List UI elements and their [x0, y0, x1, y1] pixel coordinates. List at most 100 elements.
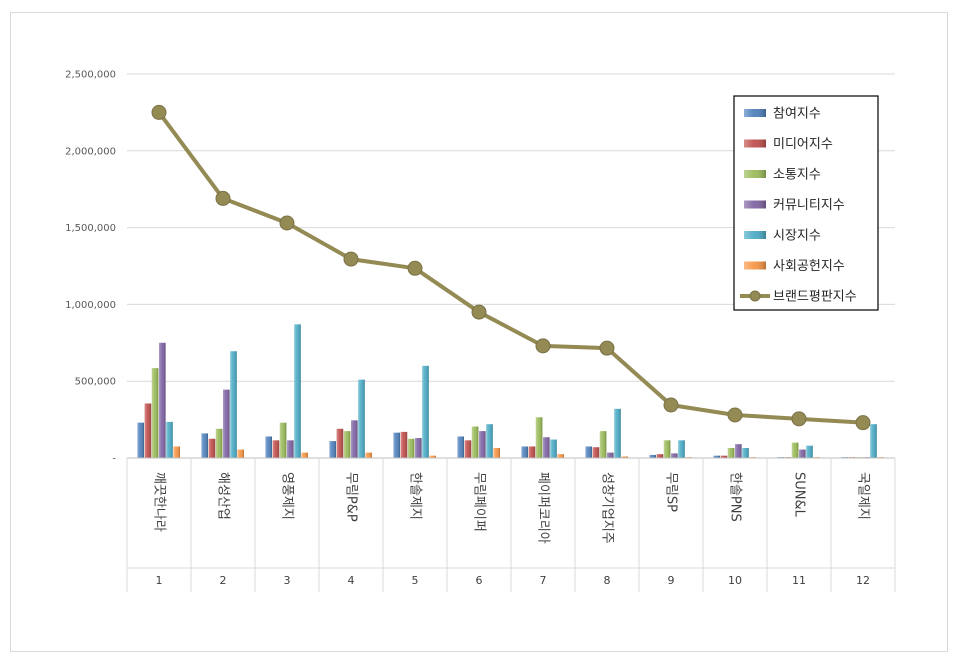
- bar-shade: [230, 351, 237, 458]
- bar-shade: [201, 433, 208, 458]
- bar-shade: [215, 428, 223, 458]
- bar-shade: [621, 456, 628, 458]
- point-브랜드평판지수-한솔제지: [407, 260, 423, 276]
- legend-swatch-shade: [744, 231, 766, 239]
- line-브랜드평판지수: [157, 111, 864, 425]
- y-tick-label: 500,000: [75, 377, 116, 388]
- bar-shade: [208, 438, 216, 458]
- legend-label: 브랜드평판지수: [773, 290, 857, 305]
- category-label: 무림페이퍼: [472, 472, 487, 532]
- bar-shade: [301, 452, 308, 458]
- brand-index-line: [151, 104, 871, 431]
- bar-shade: [329, 441, 336, 458]
- bar-shade: [279, 422, 287, 458]
- legend-label: 소통지수: [773, 168, 821, 183]
- rank-label: 8: [604, 574, 611, 587]
- rank-label: 2: [220, 574, 227, 587]
- point-브랜드평판지수-영풍제지: [279, 215, 295, 231]
- bar-shade: [663, 440, 671, 458]
- category-label: 깨끗한나라: [152, 472, 167, 532]
- bar-shade: [223, 389, 230, 458]
- rank-label: 5: [412, 574, 419, 587]
- bar-shade: [521, 446, 528, 458]
- bar-shade: [791, 442, 799, 458]
- bar-shade: [173, 446, 180, 458]
- legend-swatch-shade: [744, 200, 766, 209]
- category-label: 무림SP: [664, 472, 679, 512]
- legend-label: 커뮤니티지수: [773, 198, 845, 213]
- bar-shade: [535, 417, 543, 458]
- bar-shade: [543, 437, 550, 458]
- bar-shade: [557, 454, 564, 458]
- rank-label: 10: [728, 574, 742, 587]
- category-label: 성창기업지주: [600, 472, 615, 544]
- bar-shade: [351, 420, 358, 458]
- y-axis-ticks: - 500,000 1,000,000 1,500,000 2,000,000 2,500…: [65, 70, 116, 465]
- bar-shade: [806, 445, 813, 458]
- bar-shade: [358, 379, 365, 458]
- point-브랜드평판지수-SUN&L: [791, 411, 807, 427]
- point-브랜드평판지수-페이퍼코리아: [535, 338, 551, 354]
- legend-label: 참여지수: [773, 107, 821, 122]
- legend-label: 사회공헌지수: [773, 259, 845, 274]
- point-브랜드평판지수-국일제지: [855, 415, 871, 431]
- rank-label: 6: [476, 574, 483, 587]
- point-브랜드평판지수-한솔PNS: [727, 407, 743, 423]
- bar-shade: [422, 365, 429, 458]
- bar-shade: [471, 426, 479, 458]
- bar-shade: [287, 440, 294, 458]
- point-브랜드평판지수-해성산업: [215, 190, 231, 206]
- bar-shade: [407, 438, 415, 458]
- bar-shade: [272, 440, 280, 458]
- y-tick-label: 1,000,000: [65, 300, 116, 311]
- point-브랜드평판지수-깨끗한나라: [151, 104, 167, 120]
- bar-shade: [678, 440, 685, 458]
- bar-shade: [415, 438, 422, 458]
- bar-shade: [237, 449, 244, 458]
- rank-label: 12: [856, 574, 870, 587]
- category-label: SUN&L: [792, 472, 807, 518]
- category-label: 페이퍼코리아: [536, 472, 551, 544]
- bar-shade: [137, 422, 144, 458]
- category-label: 영풍제지: [280, 472, 295, 520]
- category-label: 무림P&P: [344, 472, 359, 522]
- bar-shade: [656, 454, 664, 458]
- category-label: 한솔PNS: [728, 472, 743, 522]
- point-브랜드평판지수-무림SP: [663, 397, 679, 413]
- rank-label: 4: [348, 574, 355, 587]
- rank-label: 3: [284, 574, 291, 587]
- y-tick-label: 2,500,000: [65, 70, 116, 81]
- legend-marker: [749, 290, 761, 302]
- y-tick-label: 2,000,000: [65, 146, 116, 157]
- bar-shade: [457, 436, 464, 458]
- bar-shade: [429, 455, 436, 458]
- bar-shade: [144, 403, 152, 458]
- legend-swatch-shade: [744, 109, 766, 117]
- bar-shade: [671, 453, 678, 458]
- bar-shade: [799, 449, 806, 458]
- bar-shade: [713, 455, 720, 458]
- bar-shade: [870, 424, 877, 458]
- bar-shade: [265, 436, 272, 458]
- bar-shade: [486, 424, 493, 458]
- bar-shade: [343, 431, 351, 458]
- legend-label: 미디어지수: [773, 137, 833, 152]
- bar-shade: [464, 440, 472, 458]
- bar-shade: [727, 448, 735, 458]
- point-브랜드평판지수-무림페이퍼: [471, 304, 487, 320]
- bar-shade: [365, 452, 372, 458]
- bar-shade: [735, 444, 742, 458]
- bar-shade: [400, 431, 408, 458]
- point-브랜드평판지수-성창기업지주: [599, 340, 615, 356]
- bar-shade: [599, 431, 607, 458]
- legend-swatch-shade: [744, 261, 766, 270]
- bar-shade: [166, 421, 173, 458]
- bar-shade: [294, 324, 301, 458]
- bar-shade: [614, 408, 621, 458]
- bar-shade: [479, 431, 486, 458]
- rank-label: 9: [668, 574, 675, 587]
- y-tick-label: 1,500,000: [65, 223, 116, 234]
- category-label: 해성산업: [216, 472, 231, 520]
- bar-shade: [528, 446, 536, 458]
